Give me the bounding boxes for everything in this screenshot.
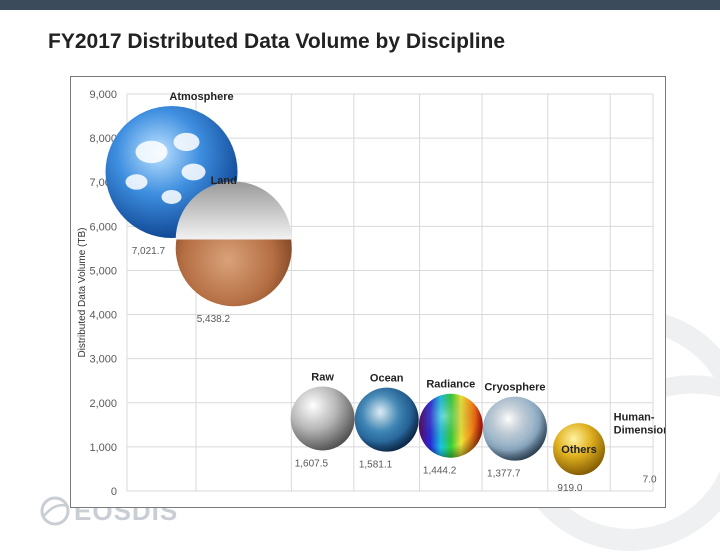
bubble-value-label: 7.0 xyxy=(643,475,657,486)
bubble-name-label: Others xyxy=(561,444,596,456)
y-tick-label: 0 xyxy=(111,486,117,498)
y-tick-label: 6,000 xyxy=(89,221,117,233)
bubble-cloud xyxy=(161,189,182,204)
bubble-cloud xyxy=(125,174,148,190)
bubble-raw xyxy=(290,386,355,451)
bubble-ocean xyxy=(354,387,419,452)
bubble-name-label: Ocean xyxy=(370,373,404,385)
bubble-cloud xyxy=(181,163,206,181)
bubble-cloud xyxy=(135,140,168,164)
y-axis-title: Distributed Data Volume (TB) xyxy=(77,227,88,357)
bubble-radiance xyxy=(418,393,483,458)
chart-frame: 0 1,000 2,000 3,000 4,000 5,000 6,000 7,000 8,00… xyxy=(70,76,666,508)
bubble-name-label: Dimension xyxy=(614,425,665,437)
bubble-value-label: 919.0 xyxy=(557,483,582,494)
top-bar xyxy=(0,0,720,10)
bubble-circle xyxy=(290,386,355,451)
globe-logo-icon xyxy=(40,496,70,526)
bubble-land xyxy=(175,181,292,307)
y-tick-label: 2,000 xyxy=(89,398,117,410)
bubble-chart: 01,0002,0003,0004,0005,0006,0007,0008,00… xyxy=(77,89,665,498)
bubble-circle xyxy=(553,423,606,476)
bubble-value-label: 1,444.2 xyxy=(423,466,457,477)
bubble-sky-cap xyxy=(175,181,292,240)
bubble-value-label: 1,607.5 xyxy=(295,458,329,469)
y-tick-label: 4,000 xyxy=(89,310,117,322)
bubble-shade xyxy=(354,387,419,452)
bubble-name-label: Radiance xyxy=(426,379,475,391)
bubble-shade xyxy=(482,396,547,461)
y-tick-label: 8,000 xyxy=(89,133,117,145)
bubble-name-label: Raw xyxy=(311,371,334,383)
bubble-value-label: 5,438.2 xyxy=(197,314,231,325)
bubble-value-label: 1,377.7 xyxy=(487,469,521,480)
y-tick-label: 3,000 xyxy=(89,354,117,366)
bubble-name-label: Human- xyxy=(614,412,655,424)
bubble-cloud xyxy=(173,132,200,152)
y-tick-label: 9,000 xyxy=(89,89,117,101)
bubble-name-label: Cryosphere xyxy=(484,382,545,394)
bubble-others xyxy=(553,423,606,476)
bubble-name-label: Land xyxy=(211,175,237,187)
bubble-shade xyxy=(418,393,483,458)
y-tick-label: 5,000 xyxy=(89,265,117,277)
bubble-cryosphere xyxy=(482,396,547,461)
bubble-value-label: 7,021.7 xyxy=(132,246,166,257)
bubble-name-label: Atmosphere xyxy=(169,91,233,103)
y-tick-label: 1,000 xyxy=(89,442,117,454)
page-title: FY2017 Distributed Data Volume by Discip… xyxy=(48,30,506,53)
bubble-value-label: 1,581.1 xyxy=(359,460,393,471)
